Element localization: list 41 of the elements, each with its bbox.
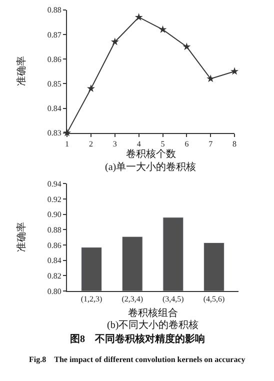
x-tick-label: 5 <box>160 139 165 148</box>
point <box>206 74 215 82</box>
x-tick-label: (3,4,5) <box>162 294 184 304</box>
y-tick-label: 0.88 <box>47 6 62 15</box>
y-tick-label: 0.84 <box>47 104 62 114</box>
point <box>158 25 167 33</box>
caption: Fig.8 The impact of different convolution kernels on accuracy <box>29 355 246 364</box>
point <box>182 42 191 50</box>
y-tick-label: 0.87 <box>47 30 62 40</box>
x-axis-title: 卷积核个数 <box>126 148 176 160</box>
point <box>134 13 143 21</box>
x-tick-label: (1,2,3) <box>80 294 103 304</box>
x-axis-title: 卷积核组合 <box>128 307 178 319</box>
point <box>230 67 239 75</box>
y-tick-label: 0.83 <box>47 128 62 138</box>
y-tick-label: 0.92 <box>47 194 62 204</box>
x-tick-label: (2,3,4) <box>122 294 144 304</box>
y-tick-label: 0.80 <box>47 286 62 296</box>
x-tick-label: (4,5,6) <box>203 294 226 304</box>
text: (b)不同大小的卷积核 <box>107 319 199 331</box>
x-tick-label: 4 <box>136 139 141 148</box>
y-tick-label: 0.94 <box>47 179 62 188</box>
x-tick-label: 6 <box>184 139 189 148</box>
y-tick-label: 0.88 <box>47 225 62 234</box>
x-tick-label: 3 <box>112 139 117 148</box>
y-tick-label: 0.86 <box>47 240 62 250</box>
y-axis-title: 准确率 <box>15 56 28 86</box>
point <box>86 84 95 92</box>
y-tick-label: 0.86 <box>47 54 62 64</box>
y-tick-label: 0.85 <box>47 79 62 88</box>
x-tick-label: 1 <box>65 139 70 148</box>
x-tick-label: 8 <box>232 139 237 148</box>
y-tick-label: 0.82 <box>47 272 62 281</box>
text: (a)单一大小的卷积核 <box>105 161 196 173</box>
x-tick-label: 7 <box>208 139 213 148</box>
x-tick-label: 2 <box>88 139 93 148</box>
y-axis-title: 准确率 <box>15 222 28 252</box>
caption: 图8 不同卷积核对精度的影响 <box>70 333 205 345</box>
y-tick-label: 0.90 <box>47 210 62 220</box>
point <box>110 38 119 46</box>
y-tick-label: 0.84 <box>47 256 62 266</box>
